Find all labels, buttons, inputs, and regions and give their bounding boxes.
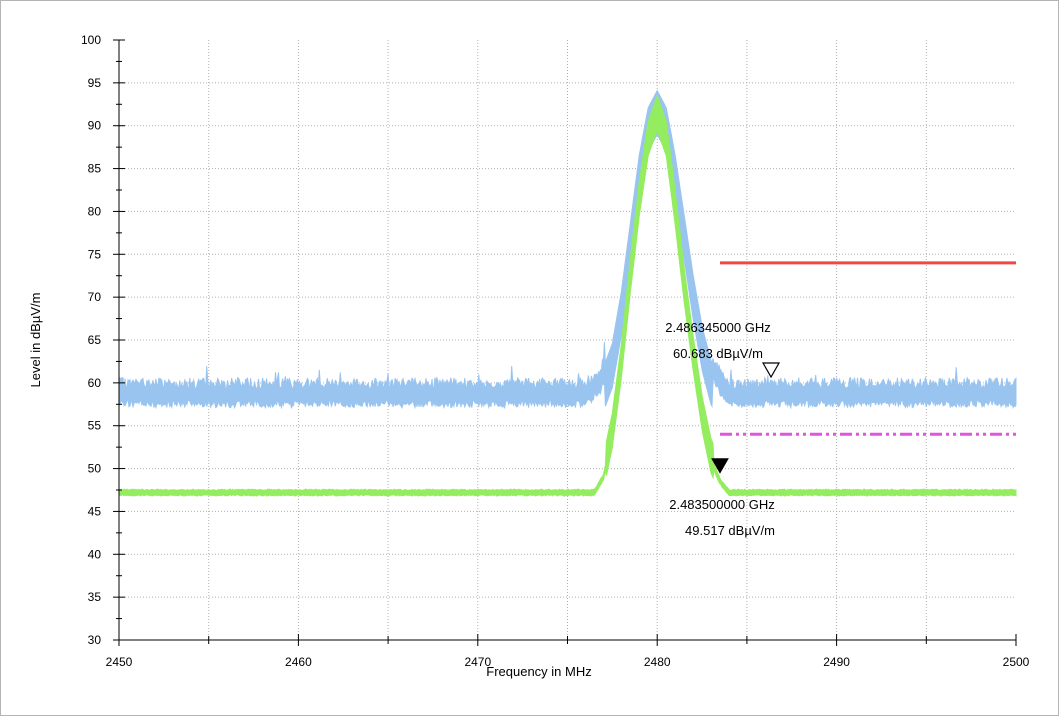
y-tick-label: 60 <box>88 376 102 390</box>
y-tick-label: 50 <box>88 462 102 476</box>
x-tick-label: 2490 <box>823 655 850 669</box>
y-tick-label: 75 <box>88 247 102 261</box>
y-tick-label: 30 <box>88 633 102 647</box>
y-tick-label: 80 <box>88 204 102 218</box>
y-tick-label: 85 <box>88 162 102 176</box>
x-tick-label: 2450 <box>106 655 133 669</box>
y-tick-label: 70 <box>88 290 102 304</box>
y-tick-label: 35 <box>88 590 102 604</box>
x-tick-label: 2470 <box>464 655 491 669</box>
limit-lines <box>719 261 1016 436</box>
marker-1-frequency: 2.486345000 GHz <box>665 320 771 335</box>
trace-band-2 <box>118 94 1017 497</box>
y-tick-label: 90 <box>88 119 102 133</box>
y-tick-label: 45 <box>88 504 102 518</box>
marker-2-frequency: 2.483500000 GHz <box>669 497 775 512</box>
x-tick-labels: 2450 2460 2470 2480 2490 2500 <box>106 655 1030 669</box>
marker-1-level: 60.683 dBµV/m <box>673 346 763 361</box>
y-tick-label: 65 <box>88 333 102 347</box>
marker-2-level: 49.517 dBµV/m <box>685 523 775 538</box>
y-tick-label: 55 <box>88 419 102 433</box>
markers: 2.486345000 GHz 60.683 dBµV/m 2.483500000 … <box>665 320 781 538</box>
axes <box>113 39 1017 646</box>
grid-lines <box>119 40 1016 640</box>
traces <box>118 89 1017 497</box>
marker-triangle-filled <box>711 458 729 474</box>
y-tick-label: 100 <box>81 33 101 47</box>
trace-band-1 <box>118 89 1017 410</box>
x-tick-label: 2460 <box>285 655 312 669</box>
x-axis-title: Frequency in MHz <box>486 664 591 679</box>
y-tick-labels: 30 35 40 45 50 55 60 65 70 75 80 85 90 95 100 <box>81 33 101 647</box>
y-axis-title: Level in dBµV/m <box>28 293 43 388</box>
x-tick-label: 2500 <box>1003 655 1030 669</box>
x-tick-label: 2480 <box>644 655 671 669</box>
y-tick-label: 95 <box>88 76 102 90</box>
marker-triangle-open <box>761 362 781 379</box>
y-tick-label: 40 <box>88 547 102 561</box>
